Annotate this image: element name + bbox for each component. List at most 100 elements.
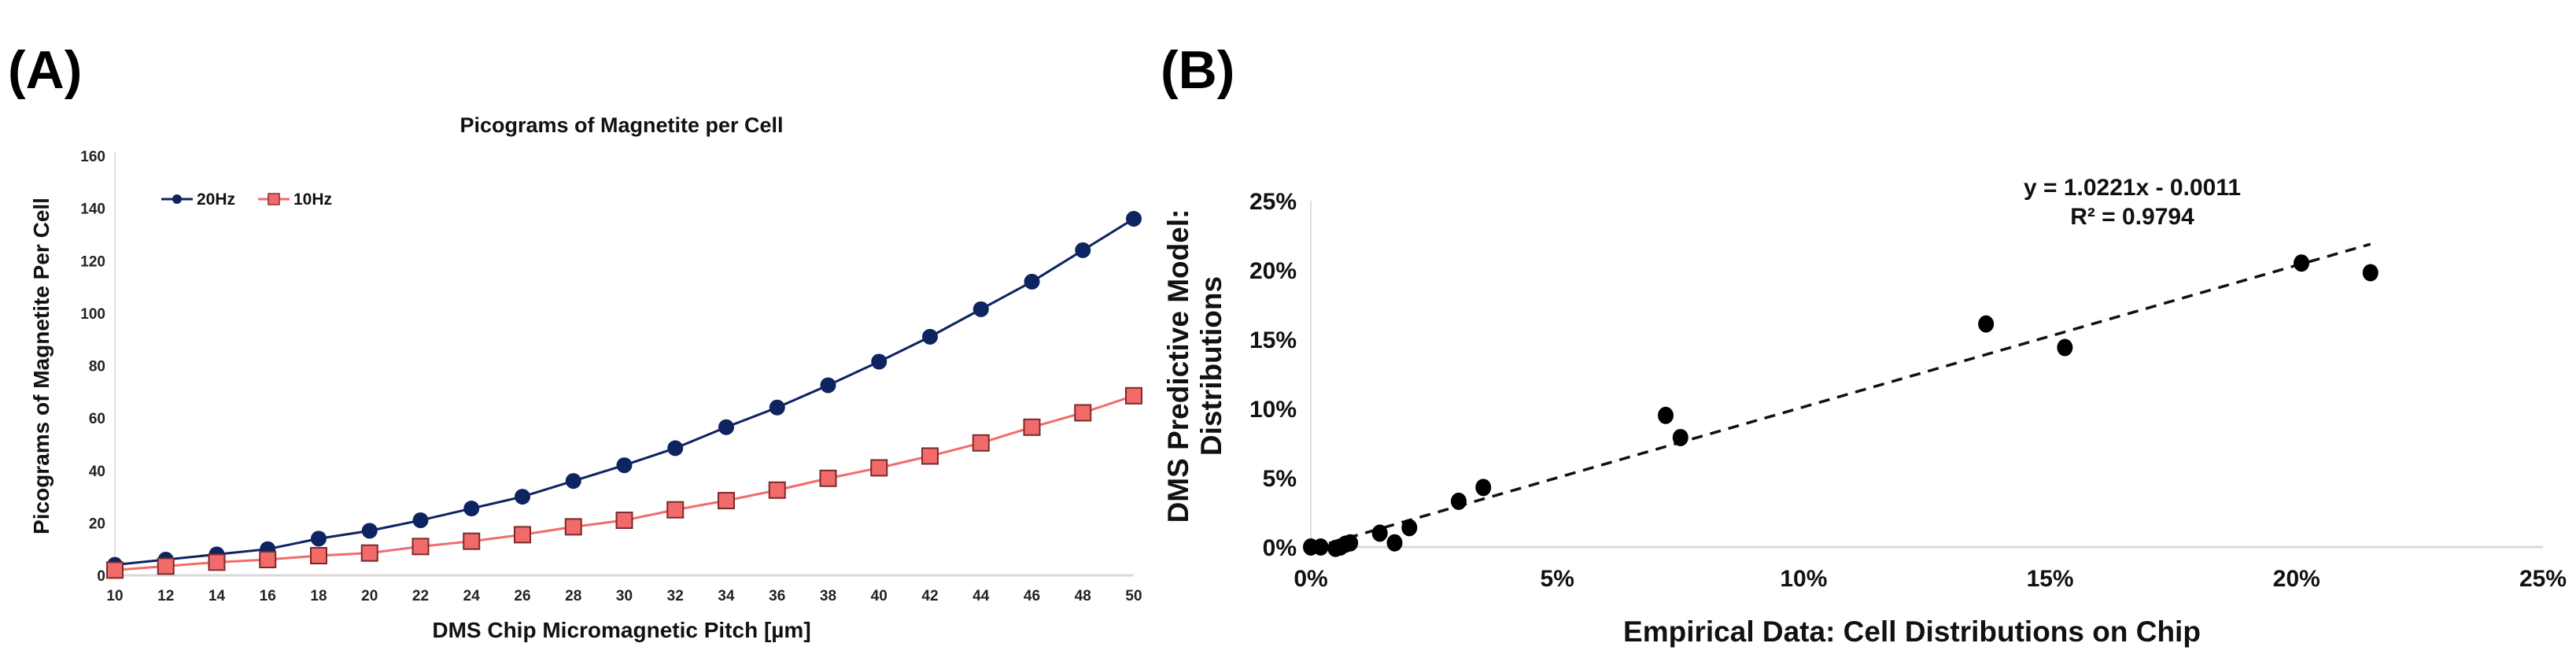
data-point-20hz <box>463 501 480 517</box>
data-point-10hz <box>921 447 939 465</box>
trendline <box>1310 242 2371 550</box>
data-point-20hz <box>1075 242 1091 258</box>
data-point-20hz <box>361 523 378 539</box>
data-point-10hz <box>208 553 226 571</box>
chart-b-y-label-line1: DMS Predictive Model: <box>1162 209 1194 523</box>
data-point-20hz <box>871 353 888 370</box>
x-tick-label: 28 <box>565 588 581 604</box>
data-point-20hz <box>820 377 836 394</box>
data-point-10hz <box>1023 418 1041 436</box>
x-tick-label: 32 <box>667 588 684 604</box>
legend-20hz-label: 20Hz <box>197 190 235 209</box>
data-point <box>1672 428 1688 446</box>
y-tick-label: 160 <box>80 149 105 165</box>
x-tick-label: 42 <box>921 588 938 604</box>
x-tick-label: 48 <box>1075 588 1091 604</box>
y-tick-label: 20% <box>1249 258 1297 284</box>
data-point <box>1450 492 1467 510</box>
data-point-20hz <box>769 399 785 416</box>
chart-a: Picograms of Magnetite per Cell DMS Chip… <box>29 113 1142 642</box>
data-point-20hz <box>616 457 633 474</box>
x-tick-label: 24 <box>463 588 481 604</box>
data-point-20hz <box>311 530 327 547</box>
chart-b-x-label: Empirical Data: Cell Distributions on Ch… <box>1623 615 2201 648</box>
data-point-10hz <box>718 492 735 510</box>
data-point-10hz <box>463 532 481 550</box>
data-point <box>2294 254 2310 272</box>
x-tick-label: 12 <box>157 588 174 604</box>
data-point-20hz <box>718 419 734 435</box>
x-tick-label: 40 <box>871 588 888 604</box>
data-point <box>1978 315 1995 333</box>
y-tick-label: 0% <box>1263 535 1297 561</box>
chart-a-title: Picograms of Magnetite per Cell <box>459 113 783 137</box>
data-point-20hz <box>565 473 581 490</box>
data-point-10hz <box>259 551 277 569</box>
data-point-10hz <box>972 434 990 452</box>
data-point-20hz <box>972 301 989 317</box>
x-tick-label: 14 <box>209 588 226 604</box>
x-tick-label: 15% <box>2027 566 2074 592</box>
chart-b-y-label-line2: Distributions <box>1195 276 1227 456</box>
y-tick-label: 120 <box>80 253 105 270</box>
data-point <box>1342 534 1359 552</box>
data-point-20hz <box>667 440 684 456</box>
panel-label-a: (A) <box>8 40 82 100</box>
data-point-10hz <box>310 547 327 565</box>
y-tick-label: 80 <box>89 359 105 375</box>
x-tick-label: 25% <box>2519 566 2567 592</box>
legend-20hz-marker <box>172 194 182 204</box>
data-point-20hz <box>1126 210 1142 227</box>
data-point <box>2362 264 2379 282</box>
x-tick-label: 26 <box>514 588 530 604</box>
x-tick-label: 30 <box>616 588 633 604</box>
chart-a-y-label: Picograms of Magnetite Per Cell <box>29 198 54 534</box>
panel-label-b: (B) <box>1161 40 1234 100</box>
x-tick-label: 36 <box>769 588 785 604</box>
data-point <box>1475 479 1492 497</box>
data-point-20hz <box>1024 273 1040 290</box>
x-tick-label: 10 <box>106 588 123 604</box>
data-point-10hz <box>360 544 378 562</box>
y-tick-label: 100 <box>80 306 105 323</box>
data-point-20hz <box>412 512 429 529</box>
y-tick-label: 20 <box>89 516 105 532</box>
y-tick-label: 0 <box>97 568 105 585</box>
legend-10hz-marker <box>268 193 280 205</box>
data-point-10hz <box>514 526 531 544</box>
data-point <box>1401 519 1418 537</box>
data-point-10hz <box>564 518 582 536</box>
data-point <box>1312 538 1329 556</box>
data-point-10hz <box>157 557 175 575</box>
data-point-10hz <box>615 512 633 530</box>
data-point-10hz <box>819 469 837 487</box>
chart-a-x-label: DMS Chip Micromagnetic Pitch [µm] <box>432 618 810 642</box>
trendline-equation: y = 1.0221x - 0.0011 <box>2024 175 2241 201</box>
y-tick-label: 60 <box>89 411 105 427</box>
y-tick-label: 140 <box>80 201 105 218</box>
data-point <box>1386 534 1403 552</box>
x-tick-label: 50 <box>1125 588 1142 604</box>
y-tick-label: 25% <box>1249 189 1297 215</box>
x-tick-label: 20 <box>361 588 378 604</box>
data-point-10hz <box>411 538 430 556</box>
data-point-10hz <box>106 561 124 579</box>
x-tick-label: 20% <box>2273 566 2320 592</box>
x-tick-label: 34 <box>718 588 735 604</box>
legend-10hz-label: 10Hz <box>293 190 332 209</box>
x-tick-label: 5% <box>1541 566 1574 592</box>
y-tick-label: 5% <box>1263 466 1297 492</box>
data-point-20hz <box>515 489 530 505</box>
data-point-10hz <box>1074 404 1092 422</box>
trendline-r2: R² = 0.9794 <box>2070 204 2194 230</box>
y-tick-label: 15% <box>1249 327 1297 353</box>
x-tick-label: 10% <box>1780 566 1827 592</box>
x-tick-label: 44 <box>972 588 990 604</box>
data-point-10hz <box>870 459 888 477</box>
x-tick-label: 38 <box>820 588 836 604</box>
x-tick-label: 46 <box>1024 588 1040 604</box>
x-tick-label: 18 <box>310 588 327 604</box>
y-tick-label: 10% <box>1249 397 1297 423</box>
chart-a-legend: 20Hz 10Hz <box>161 190 332 209</box>
